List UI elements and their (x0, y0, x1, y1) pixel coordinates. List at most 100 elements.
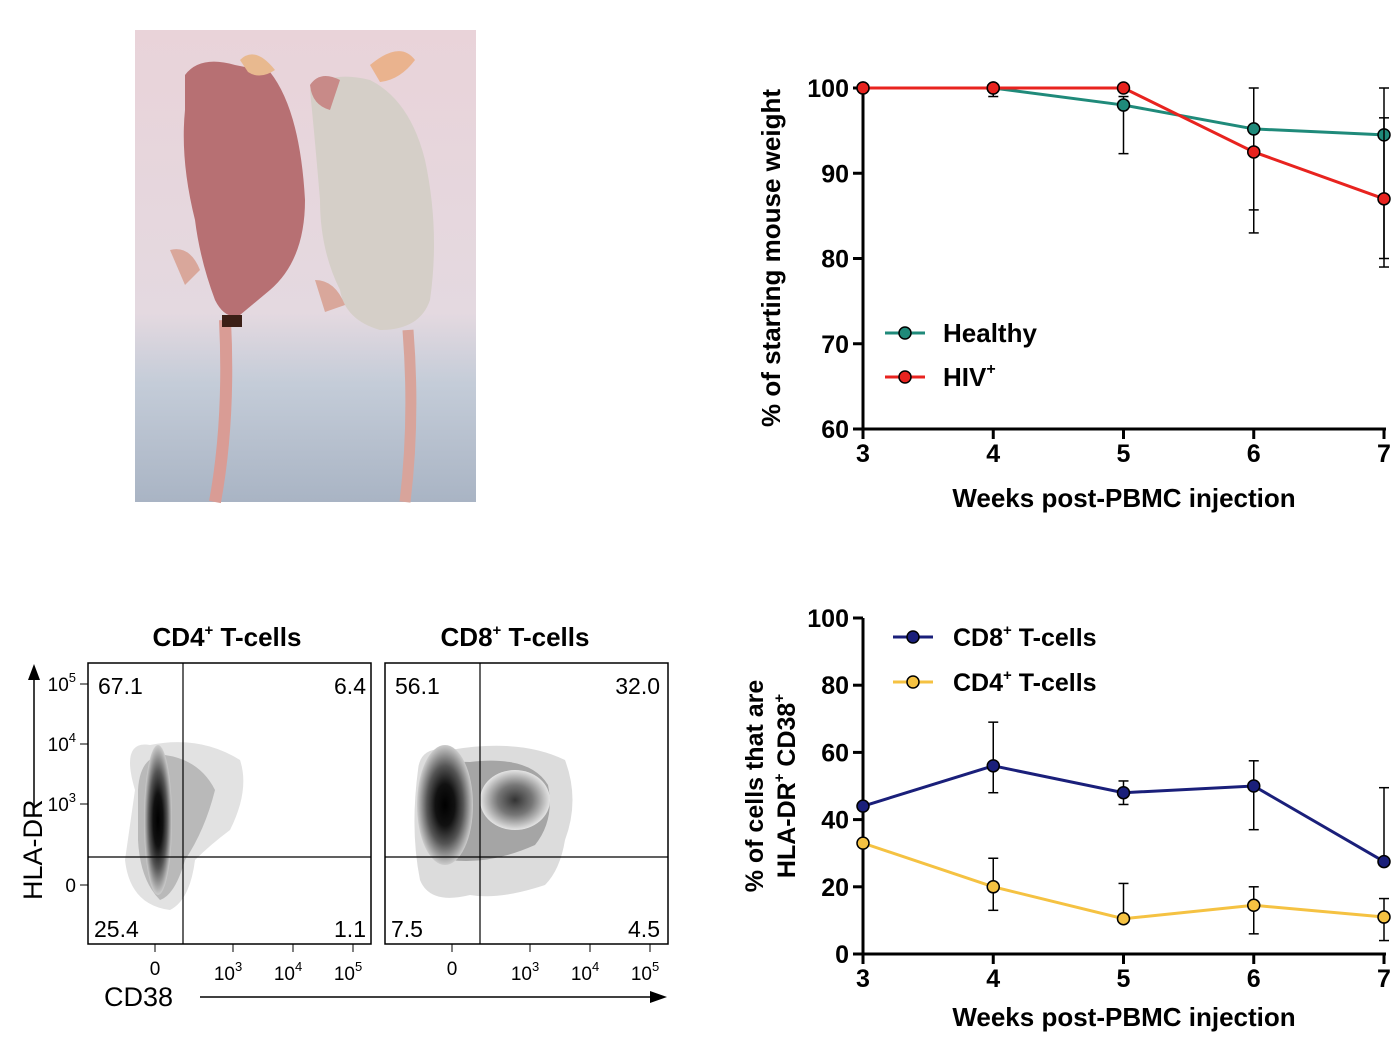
flow-title-cd8: CD8+ T-cells (441, 622, 590, 652)
series-group (856, 721, 1391, 942)
legend: CD8+ T-cells CD4+ T-cells (893, 622, 1097, 697)
y-tick-label: 40 (821, 807, 849, 835)
y-axis-label-line2: HLA-DR+ CD38+ (771, 694, 801, 878)
svg-text:0: 0 (447, 959, 458, 980)
x-tick-label: 4 (986, 965, 1000, 993)
data-point (856, 799, 870, 813)
series-group (856, 81, 1391, 268)
data-point (1116, 911, 1131, 926)
legend-item-healthy: Healthy (885, 318, 1037, 348)
series-1 (856, 81, 1391, 268)
svg-text:105: 105 (631, 959, 659, 985)
data-point (856, 836, 870, 850)
flow-x-arrowhead-icon (650, 991, 667, 1003)
data-point (986, 81, 1000, 95)
y-tick-label: 100 (807, 75, 849, 103)
data-point (856, 81, 870, 95)
activation-line-chart: % of cells that are HLA-DR+ CD38+ Weeks … (741, 605, 1391, 1032)
cd4-quadrant-br: 1.1 (334, 916, 366, 942)
legend: Healthy HIV+ (885, 318, 1037, 392)
x-axis-label: Weeks post-PBMC injection (952, 483, 1295, 513)
x-axis-label: Weeks post-PBMC injection (952, 1002, 1295, 1032)
svg-text:103: 103 (48, 790, 76, 816)
x-tick-label: 5 (1117, 965, 1131, 993)
y-tick-label: 100 (807, 605, 849, 633)
legend-item-cd8: CD8+ T-cells (893, 622, 1097, 652)
y-tick-label: 70 (821, 331, 849, 359)
legend-label-hiv: HIV+ (943, 361, 996, 392)
svg-text:0: 0 (150, 959, 161, 980)
y-axis-label: % of starting mouse weight (756, 89, 786, 427)
x-ticks: 3 4 5 6 7 (856, 954, 1391, 993)
flow-plot-cd4: 67.1 6.4 25.4 1.1 (87, 662, 372, 945)
cd8-quadrant-bl: 7.5 (391, 916, 423, 942)
data-point (986, 759, 1000, 773)
svg-text:105: 105 (334, 959, 362, 985)
x-tick-label: 6 (1247, 440, 1261, 468)
x-ticks: 3 4 5 6 7 (856, 429, 1391, 468)
cd8-quadrant-tl: 56.1 (395, 673, 440, 699)
x-tick-label: 7 (1377, 965, 1391, 993)
cd4-quadrant-tr: 6.4 (334, 673, 366, 699)
y-tick-label: 20 (821, 874, 849, 902)
legend-item-hiv: HIV+ (885, 361, 996, 392)
flow-x-axis-label: CD38 (104, 982, 173, 1012)
svg-text:104: 104 (274, 959, 302, 985)
hairless-mouse-icon (170, 54, 305, 504)
data-point (1377, 854, 1391, 869)
flow-y-arrowhead-icon (28, 664, 40, 680)
series-line (862, 764, 1385, 863)
svg-text:103: 103 (214, 959, 242, 985)
legend-label-cd8: CD8+ T-cells (953, 622, 1097, 652)
svg-text:105: 105 (48, 670, 76, 696)
legend-label-cd4: CD4+ T-cells (953, 667, 1097, 697)
weight-line-chart: % of starting mouse weight Weeks post-PB… (756, 75, 1391, 513)
svg-text:103: 103 (511, 959, 539, 985)
y-tick-label: 60 (821, 416, 849, 444)
series-0 (856, 81, 1391, 260)
cd4-quadrant-bl: 25.4 (94, 916, 139, 942)
series-1 (856, 836, 1391, 942)
y-ticks: 0 20 40 60 80 100 (807, 605, 863, 969)
data-point (1247, 779, 1261, 793)
y-tick-label: 80 (821, 672, 849, 700)
svg-text:104: 104 (571, 959, 599, 985)
data-point (1377, 910, 1391, 924)
flow-cytometry-panel: CD4+ T-cells CD8+ T-cells 67.1 6.4 25.4 … (18, 622, 669, 1012)
legend-item-cd4: CD4+ T-cells (893, 667, 1097, 697)
data-point (1116, 81, 1131, 95)
data-point (986, 880, 1000, 894)
x-tick-label: 6 (1247, 965, 1261, 993)
series-0 (856, 721, 1391, 869)
flow-x-ticks-cd8: 0 103 104 105 (447, 944, 659, 985)
flow-y-axis-label: HLA-DR (18, 799, 48, 900)
flow-y-ticks: 105 104 103 0 (48, 670, 88, 897)
cd8-quadrant-br: 4.5 (628, 916, 660, 942)
y-ticks: 60 70 80 90 100 (807, 75, 863, 444)
furred-mouse-icon (310, 51, 434, 503)
svg-text:104: 104 (48, 730, 76, 756)
svg-text:0: 0 (65, 876, 76, 897)
data-point (1116, 785, 1131, 800)
x-tick-label: 5 (1117, 440, 1131, 468)
data-point (1116, 98, 1131, 112)
cd4-quadrant-tl: 67.1 (98, 673, 143, 699)
y-tick-label: 60 (821, 739, 849, 767)
x-tick-label: 7 (1377, 440, 1391, 468)
y-axis-label-line1: % of cells that are (741, 680, 769, 893)
data-point (1247, 122, 1261, 136)
flow-title-cd4: CD4+ T-cells (153, 622, 302, 652)
y-tick-label: 0 (835, 941, 849, 969)
flow-x-ticks-cd4: 0 103 104 105 (150, 944, 362, 985)
flow-plot-cd8: 56.1 32.0 7.5 4.5 (384, 662, 669, 945)
data-point (1377, 192, 1391, 206)
y-tick-label: 80 (821, 246, 849, 274)
legend-label-healthy: Healthy (943, 318, 1037, 348)
x-tick-label: 3 (856, 440, 870, 468)
y-tick-label: 90 (821, 160, 849, 188)
x-tick-label: 3 (856, 965, 870, 993)
data-point (1247, 898, 1261, 913)
mouse-photo (135, 30, 476, 504)
data-point (1247, 145, 1261, 159)
